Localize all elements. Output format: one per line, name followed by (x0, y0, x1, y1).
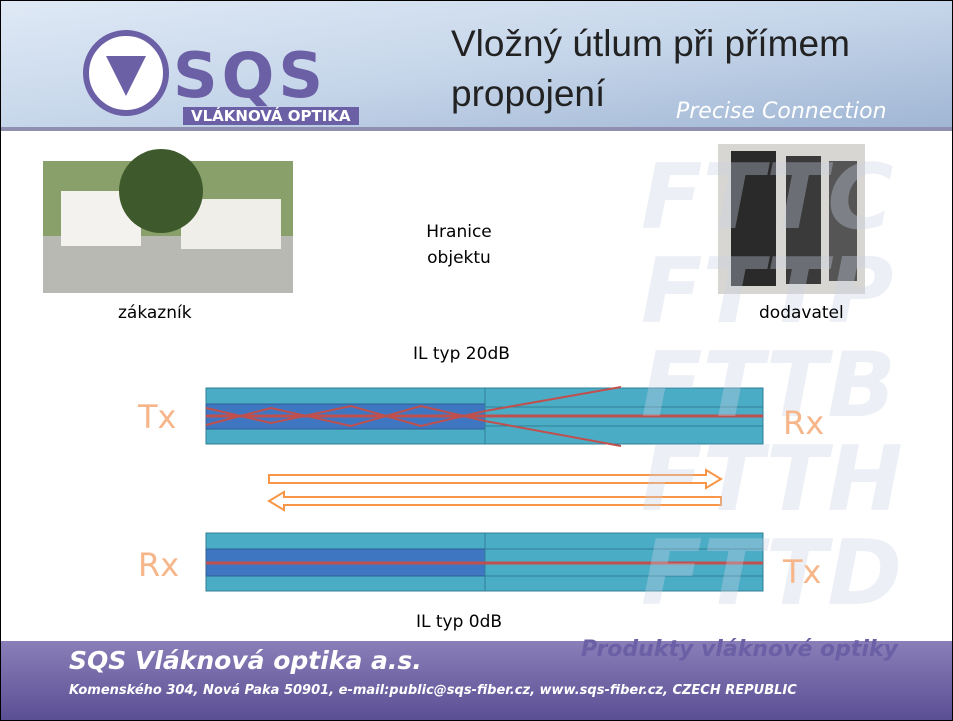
watermark-text: FTTD (641, 527, 903, 621)
customer-label: zákazník (118, 303, 192, 323)
tagline: Precise Connection (676, 99, 887, 124)
watermark-text: FTTH (641, 433, 903, 527)
photo-building (119, 149, 203, 233)
watermark-text: FTTB (641, 339, 903, 433)
slogan: Produkty vláknové optiky (581, 637, 898, 662)
watermark: FTTC FTTP FTTB FTTH FTTD (641, 151, 903, 621)
loss-label: IL typ 0dB (416, 612, 502, 632)
boundary-label: Hranice objektu (409, 219, 509, 271)
watermark-text: FTTC (641, 151, 903, 245)
loss-label: IL typ 20dB (413, 344, 510, 364)
tx-label: Tx (138, 398, 176, 436)
logo-subtitle: VLÁKNOVÁ OPTIKA (183, 107, 359, 125)
slide: FTTC FTTP FTTB FTTH FTTD SQS VLÁKNOVÁ OP… (0, 0, 953, 721)
watermark-text: FTTP (641, 245, 903, 339)
logo-text: SQS (173, 39, 327, 112)
supplier-label: dodavatel (759, 303, 844, 323)
company-name: SQS Vláknová optika a.s. (69, 646, 422, 675)
address: Komenského 304, Nová Paka 50901, e-mail:… (69, 683, 797, 698)
rx-label: Rx (138, 546, 179, 584)
rx-label: Rx (783, 404, 824, 442)
tx-label: Tx (783, 553, 821, 591)
header-rule (1, 127, 952, 131)
